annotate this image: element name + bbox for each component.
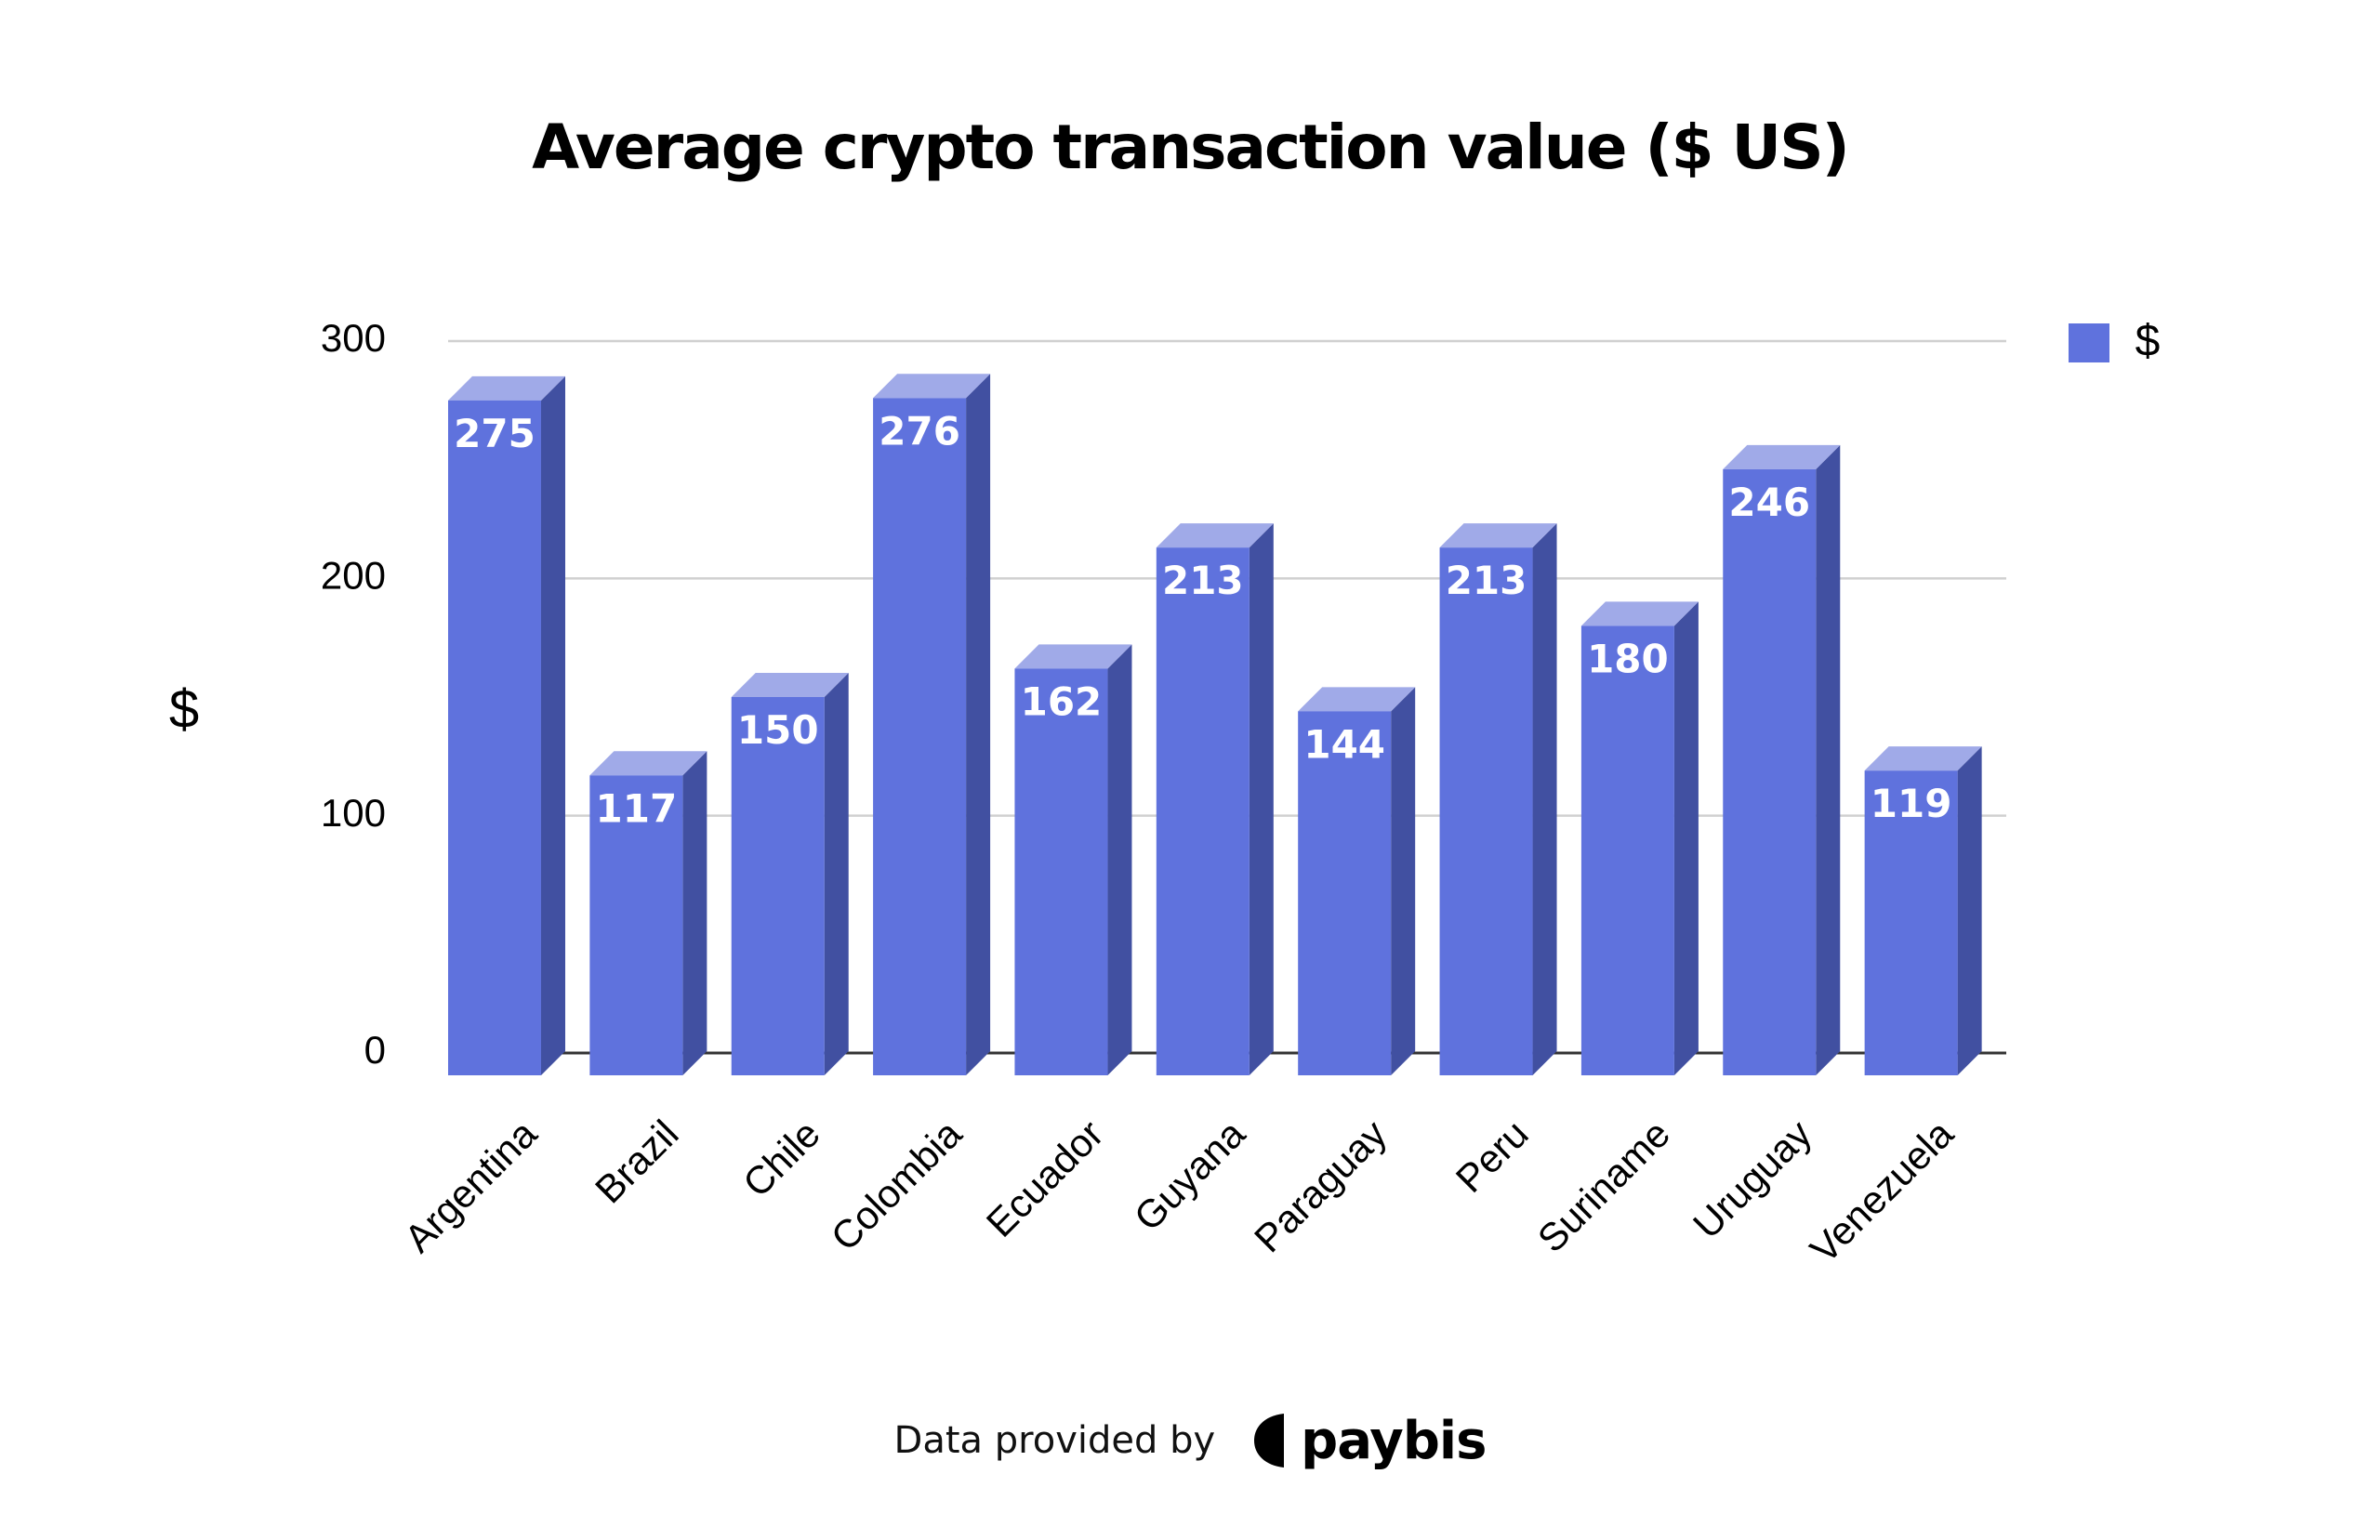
bar-side (1957, 746, 1982, 1075)
x-tick-label: Peru (1448, 1112, 1537, 1201)
legend-label: $ (2135, 317, 2161, 366)
x-tick-label: Ecuador (978, 1112, 1112, 1245)
bar (589, 751, 707, 1075)
bar (1298, 687, 1416, 1075)
bar-top (1298, 687, 1416, 712)
footer-text: Data provided by (893, 1419, 1216, 1462)
bar (1864, 746, 1982, 1075)
bar (1156, 523, 1274, 1075)
bar-side (1532, 523, 1557, 1075)
legend-swatch (2069, 323, 2109, 362)
bar-front (589, 775, 683, 1075)
bar-side (1673, 601, 1699, 1075)
paybis-logo-icon (1254, 1414, 1285, 1468)
bar-side (1391, 687, 1416, 1075)
y-tick-label: 300 (321, 316, 386, 360)
bar (1580, 601, 1699, 1075)
x-tick-label: Uruguay (1685, 1112, 1819, 1246)
data-label: 213 (1162, 558, 1244, 603)
bar-front (448, 400, 541, 1075)
legend: $ (2069, 317, 2160, 366)
bar-side (1107, 644, 1132, 1075)
bar-top (589, 751, 707, 776)
brand-name: paybis (1301, 1410, 1487, 1471)
bar-front (1014, 668, 1108, 1075)
bar-front (1298, 711, 1392, 1075)
bar (1014, 644, 1132, 1075)
data-label: 213 (1446, 558, 1527, 603)
bar-top (1723, 444, 1841, 469)
data-label: 144 (1303, 721, 1385, 767)
y-tick-label: 0 (364, 1028, 386, 1072)
bar-top (448, 375, 565, 401)
x-tick-label: Argentina (396, 1112, 546, 1261)
data-label: 162 (1021, 678, 1103, 724)
brand-logo: paybis (1252, 1410, 1487, 1471)
x-tick-label: Brazil (587, 1112, 687, 1212)
bar-side (541, 375, 565, 1075)
bar-front (731, 697, 825, 1075)
bar (1439, 523, 1557, 1075)
bar-front (1580, 625, 1674, 1075)
x-tick-label: Paraguay (1246, 1112, 1395, 1260)
bar-side (824, 673, 849, 1075)
data-label: 180 (1587, 636, 1669, 681)
bars (448, 374, 1982, 1075)
y-axis-label: $ (169, 678, 199, 739)
bar-top (731, 673, 849, 697)
y-tick-label: 100 (321, 791, 386, 835)
chart-title: Average crypto transaction value ($ US) (532, 112, 1850, 183)
bar-top (1156, 523, 1274, 548)
data-label: 276 (879, 408, 960, 454)
bar (1723, 444, 1841, 1075)
bar (873, 374, 991, 1075)
x-tick-label: Colombia (823, 1112, 971, 1259)
bar-front (1156, 547, 1250, 1075)
bar-front (1723, 468, 1817, 1075)
data-label: 275 (454, 411, 536, 456)
bar-side (1816, 444, 1841, 1075)
bar-top (1439, 523, 1557, 548)
bar (448, 375, 565, 1075)
bar-top (1014, 644, 1132, 669)
y-tick-label: 200 (321, 553, 386, 597)
data-label: 246 (1728, 480, 1810, 525)
x-tick-label: Suriname (1529, 1112, 1678, 1260)
bar (731, 673, 849, 1075)
bar-side (1249, 523, 1274, 1075)
x-tick-label: Chile (734, 1112, 828, 1205)
bar-top (1580, 601, 1699, 626)
bar-side (966, 374, 991, 1075)
data-label: 117 (596, 785, 678, 831)
bar-front (873, 398, 967, 1075)
y-axis-ticks: 0 100 200 300 (321, 316, 386, 1072)
data-label: 150 (737, 707, 819, 753)
bar-front (1439, 547, 1533, 1075)
data-labels: 275 117 150 276 162 213 144 213 180 246 119 (454, 408, 1951, 831)
bar-top (873, 374, 991, 399)
bar-front (1864, 770, 1958, 1075)
bar-side (682, 751, 707, 1075)
bar-top (1864, 746, 1982, 771)
footer: Data provided by paybis (0, 1399, 2380, 1482)
data-label: 119 (1871, 781, 1952, 826)
x-tick-label: Guyana (1126, 1112, 1254, 1240)
x-tick-label: Venezuela (1802, 1112, 1962, 1271)
